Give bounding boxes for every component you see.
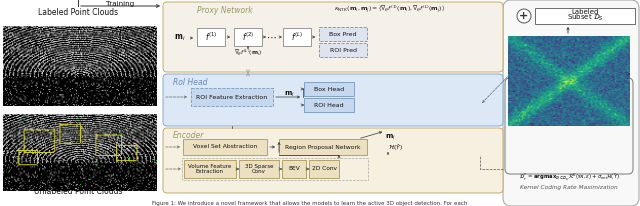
Bar	[234, 28, 262, 46]
Text: ROI Feature Extraction: ROI Feature Extraction	[196, 95, 268, 99]
Text: $\mathcal{H}(\hat{Y})$: $\mathcal{H}(\hat{Y})$	[388, 143, 403, 153]
Bar	[535, 8, 635, 24]
Bar	[197, 28, 225, 46]
Bar	[517, 36, 619, 52]
Text: 2D Conv: 2D Conv	[312, 166, 337, 172]
Text: Kernel Coding Rate Maximization: Kernel Coding Rate Maximization	[520, 185, 618, 190]
Text: Kernel Matrix: Kernel Matrix	[543, 78, 595, 88]
Text: +: +	[520, 11, 529, 21]
Text: $f^{(L)}$: $f^{(L)}$	[291, 31, 303, 43]
Text: $\mathcal{D}_r^* = \mathbf{argmax}_{\mathcal{D}\subset\mathcal{D}_{\mathcal{U}}}: $\mathcal{D}_r^* = \mathbf{argmax}_{\mat…	[518, 171, 620, 183]
Bar	[283, 28, 311, 46]
Text: Box Pred: Box Pred	[329, 32, 356, 36]
FancyBboxPatch shape	[163, 128, 503, 193]
Circle shape	[517, 9, 531, 23]
Bar	[282, 160, 306, 178]
Bar	[517, 58, 619, 76]
Text: Box Head: Box Head	[314, 87, 344, 91]
Text: Figure 1: We introduce a novel framework that allows the models to learn the act: Figure 1: We introduce a novel framework…	[152, 200, 468, 206]
Text: $\nabla_\theta f^{(L)}({\bf m}_i)$: $\nabla_\theta f^{(L)}({\bf m}_i)$	[234, 48, 262, 58]
Text: Query: Query	[557, 60, 579, 66]
Bar	[182, 158, 368, 180]
Text: ${\bf m}_i$: ${\bf m}_i$	[385, 132, 396, 142]
Text: Labeled Point Clouds: Labeled Point Clouds	[38, 7, 118, 16]
Text: Subset $\mathcal{D}_S$: Subset $\mathcal{D}_S$	[566, 13, 604, 23]
Text: ${\bf m}_i$: ${\bf m}_i$	[284, 89, 294, 99]
Text: Training: Training	[106, 1, 134, 7]
Bar	[309, 160, 339, 178]
Bar	[279, 139, 367, 155]
Bar	[304, 98, 354, 112]
Text: $\cdots$: $\cdots$	[266, 32, 276, 42]
Text: Annotations: Annotations	[547, 66, 589, 72]
Bar	[304, 82, 354, 96]
Bar	[183, 139, 267, 155]
Bar	[319, 43, 367, 57]
Text: Human Annotator: Human Annotator	[537, 41, 599, 47]
Text: ROI Head: ROI Head	[314, 103, 344, 108]
Bar	[239, 160, 279, 178]
Text: $\kappa_{\rm NTK}({\bf m}_i,{\bf m}_j)=\langle\nabla_\theta f^{(1)}({\bf m}_i),\: $\kappa_{\rm NTK}({\bf m}_i,{\bf m}_j)=\…	[335, 3, 445, 15]
FancyBboxPatch shape	[163, 2, 503, 72]
Text: Labeled: Labeled	[572, 9, 598, 15]
Text: ROI Pred: ROI Pred	[330, 48, 356, 53]
FancyBboxPatch shape	[163, 74, 503, 126]
Text: $f^{(2)}$: $f^{(2)}$	[242, 31, 254, 43]
Text: Encoder: Encoder	[173, 131, 204, 140]
Text: Volume Feature
Extraction: Volume Feature Extraction	[188, 164, 232, 174]
Text: 3D Sparse
Conv: 3D Sparse Conv	[244, 164, 273, 174]
Text: Region Proposal Network: Region Proposal Network	[285, 144, 361, 150]
Text: RoI Head: RoI Head	[173, 77, 207, 87]
Text: Voxel Set Abstraction: Voxel Set Abstraction	[193, 144, 257, 150]
Text: BEV: BEV	[288, 166, 300, 172]
Text: $f^{(1)}$: $f^{(1)}$	[205, 31, 217, 43]
Text: ${\bf m}_i$: ${\bf m}_i$	[174, 33, 186, 43]
FancyBboxPatch shape	[503, 0, 639, 206]
Bar	[184, 160, 236, 178]
Text: Proxy Network: Proxy Network	[197, 6, 253, 14]
Bar	[191, 88, 273, 106]
Bar	[319, 27, 367, 41]
Text: Unlabeled Point Clouds: Unlabeled Point Clouds	[34, 187, 122, 197]
